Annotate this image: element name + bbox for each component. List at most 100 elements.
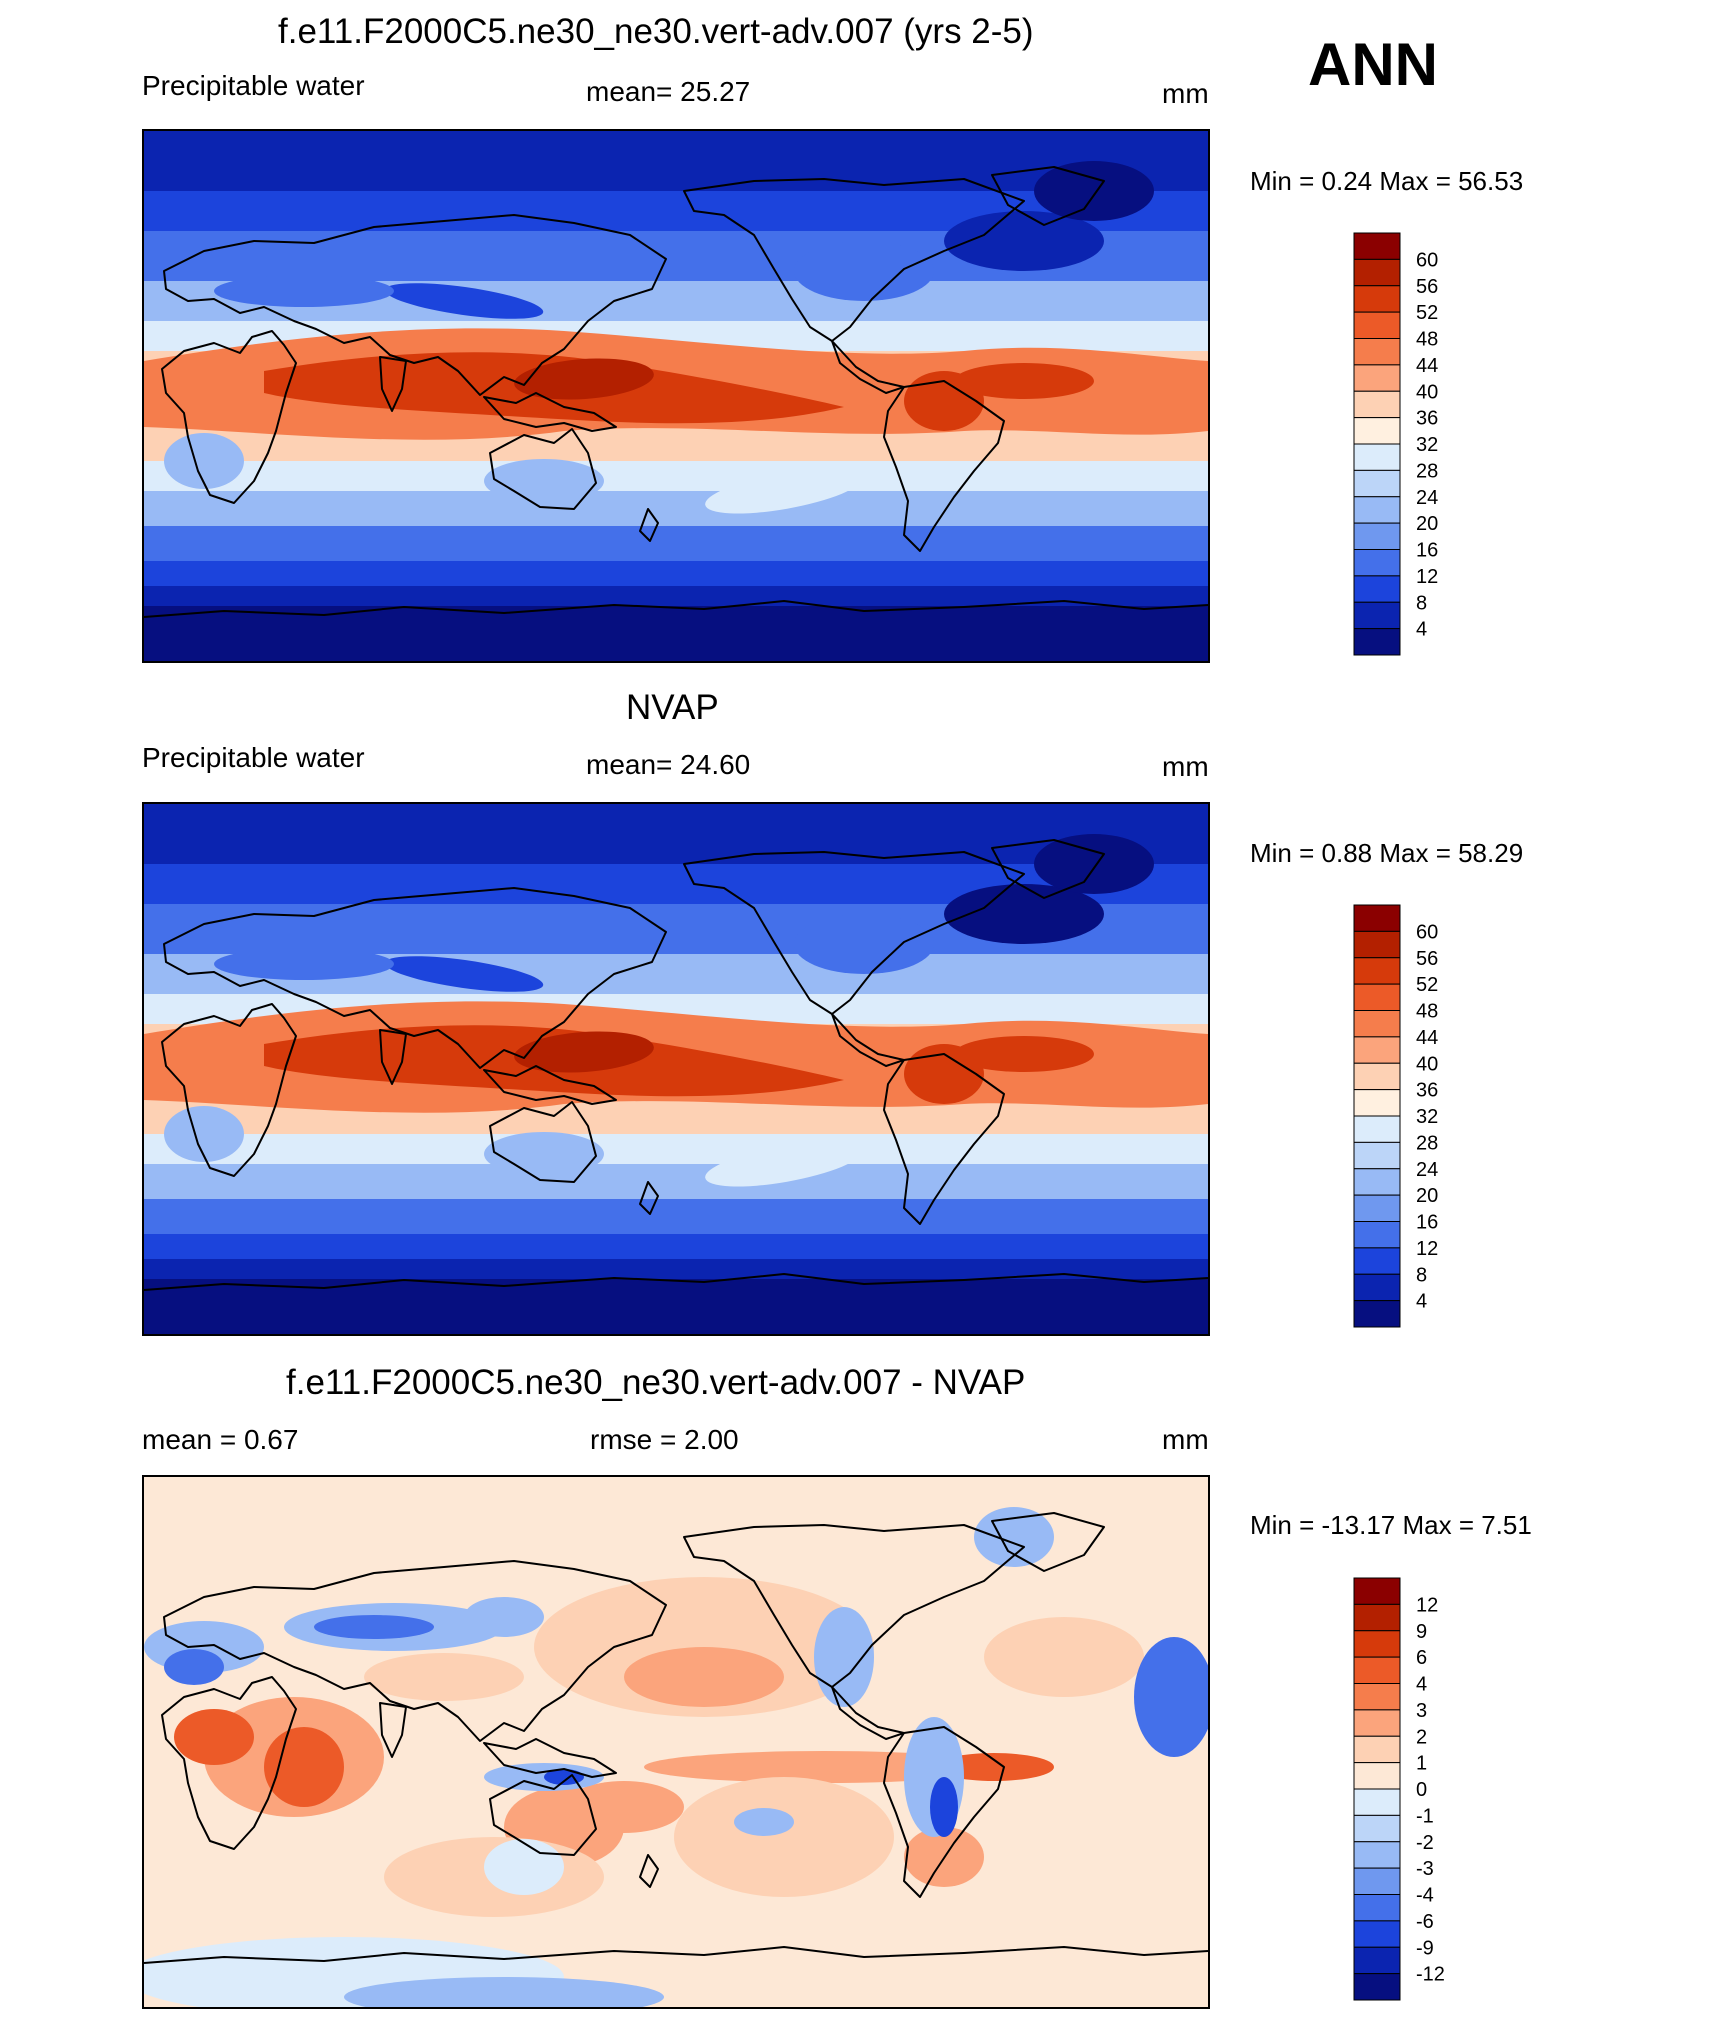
panel-1-units-label: mm [1162, 78, 1209, 109]
coastline [991, 839, 1105, 899]
colorbar-swatch [1353, 601, 1401, 630]
colorbar-tick-label: 44 [1416, 355, 1438, 377]
colorbar-swatch [1353, 311, 1401, 339]
colorbar-swatch [1353, 1221, 1401, 1249]
colorbar-tick-label: 32 [1416, 1106, 1438, 1128]
colorbar-tick-label: 9 [1416, 1621, 1427, 1643]
colorbar-tick-label: 48 [1416, 1001, 1438, 1023]
coastline [379, 356, 407, 412]
colorbar-tick-label: -2 [1416, 1832, 1434, 1854]
coastline [883, 380, 1005, 552]
colorbar-swatch [1353, 1010, 1401, 1038]
colorbar-tick-label: -6 [1416, 1911, 1434, 1933]
colorbar-tick-label: -3 [1416, 1858, 1434, 1880]
colorbar-swatch [1353, 904, 1401, 932]
panel-1-variable-label: Precipitable water [142, 70, 365, 101]
coastline [161, 1676, 297, 1850]
colorbar-swatch [1353, 469, 1401, 498]
panel-2-mean-label: mean= 24.60 [586, 749, 751, 780]
colorbar-tick-label: 36 [1416, 408, 1438, 430]
colorbar-tick-label: 20 [1416, 513, 1438, 535]
colorbar-swatch [1353, 258, 1401, 287]
coastline [831, 340, 905, 394]
colorbar-tick-label: 12 [1416, 566, 1438, 588]
colorbar-tick-label: 0 [1416, 1779, 1427, 1801]
colorbar-tick-label: 6 [1416, 1647, 1427, 1669]
coastline [683, 178, 1025, 342]
colorbar-tick-label: 2 [1416, 1726, 1427, 1748]
colorbar-tick-label: 52 [1416, 302, 1438, 324]
colorbar-swatch [1353, 1603, 1401, 1632]
colorbar-swatch [1353, 1709, 1401, 1737]
colorbar-tick-label: 20 [1416, 1185, 1438, 1207]
coastline [489, 1101, 597, 1183]
coastline [161, 330, 297, 504]
colorbar-swatch [1353, 1194, 1401, 1222]
coastline [831, 1686, 905, 1740]
coastline [144, 1273, 1208, 1291]
colorbar-tick-label: -1 [1416, 1805, 1434, 1827]
coastline [379, 1702, 407, 1758]
coastline [639, 1854, 659, 1888]
panel-3-units-label: mm [1162, 1424, 1209, 1455]
colorbar-tick-label: 36 [1416, 1080, 1438, 1102]
colorbar-tick-label: 28 [1416, 460, 1438, 482]
colorbar-tick-label: 44 [1416, 1027, 1438, 1049]
colorbar-tick-label: 16 [1416, 1212, 1438, 1234]
colorbar-swatch [1353, 338, 1401, 366]
coastline [991, 166, 1105, 226]
colorbar-tick-label: 28 [1416, 1132, 1438, 1154]
panel-1-map [142, 129, 1210, 663]
colorbar-tick-label: 8 [1416, 1264, 1427, 1286]
panel-3-minmax: Min = -13.17 Max = 7.51 [1250, 1510, 1532, 1540]
panel-1-minmax: Min = 0.24 Max = 56.53 [1250, 166, 1524, 196]
colorbar-tick-label: -12 [1416, 1964, 1445, 1986]
colorbar-swatch [1353, 1841, 1401, 1869]
colorbar-swatch [1353, 1036, 1401, 1064]
colorbar-tick-label: 3 [1416, 1700, 1427, 1722]
coastline [639, 1181, 659, 1215]
colorbar-tick-label: 4 [1416, 1291, 1427, 1313]
panel-2-units-label: mm [1162, 751, 1209, 782]
colorbar-tick-label: 60 [1416, 249, 1438, 271]
panel-1-mean-label: mean= 25.27 [586, 76, 751, 107]
panel-1-colorbar: 60 56 52 48 44 40 36 32 28 24 20 16 12 8 4 [1353, 232, 1438, 660]
coastline [163, 887, 667, 1069]
colorbar-swatch [1353, 930, 1401, 959]
colorbar-tick-label: 56 [1416, 276, 1438, 298]
colorbar-tick-label: 40 [1416, 381, 1438, 403]
colorbar-swatch [1353, 1300, 1401, 1328]
coastline [991, 1512, 1105, 1572]
panel-1-contour-field [144, 131, 1208, 661]
colorbar-swatch [1353, 522, 1401, 550]
colorbar-swatch [1353, 232, 1401, 260]
panel-2-variable-label: Precipitable water [142, 742, 365, 773]
colorbar-swatch [1353, 1656, 1401, 1684]
panel-2-title: NVAP [626, 688, 719, 727]
coastline [483, 392, 617, 432]
panel-2-minmax: Min = 0.88 Max = 58.29 [1250, 838, 1524, 868]
colorbar-tick-label: 48 [1416, 329, 1438, 351]
colorbar-swatch [1353, 1141, 1401, 1170]
colorbar-swatch [1353, 1920, 1401, 1948]
panel-2-map [142, 802, 1210, 1336]
colorbar-swatch [1353, 1814, 1401, 1843]
colorbar-swatch [1353, 496, 1401, 524]
colorbar-tick-label: 8 [1416, 592, 1427, 614]
colorbar-swatch [1353, 1683, 1401, 1711]
colorbar-swatch [1353, 1247, 1401, 1275]
colorbar-swatch [1353, 1735, 1401, 1764]
colorbar-swatch [1353, 390, 1401, 419]
colorbar-swatch [1353, 1973, 1401, 2001]
colorbar-swatch [1353, 285, 1401, 313]
coastline [379, 1029, 407, 1085]
colorbar-swatch [1353, 1577, 1401, 1605]
coastline [883, 1726, 1005, 1898]
panel-3-mean-label: mean = 0.67 [142, 1424, 299, 1455]
colorbar-swatch [1353, 1115, 1401, 1143]
colorbar-swatch [1353, 417, 1401, 445]
colorbar-swatch [1353, 1062, 1401, 1091]
colorbar-tick-label: 32 [1416, 434, 1438, 456]
coastline [489, 1774, 597, 1856]
colorbar-swatch [1353, 1946, 1401, 1975]
